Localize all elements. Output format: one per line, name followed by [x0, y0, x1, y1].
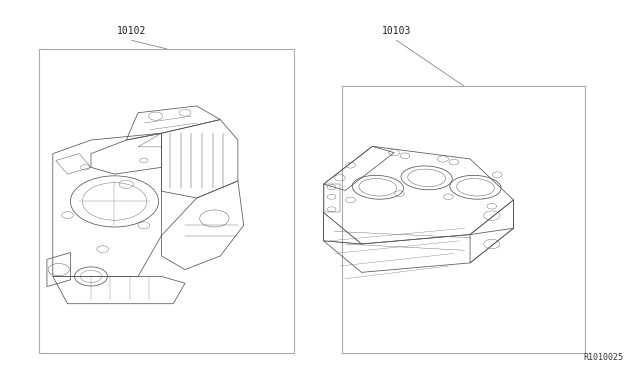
Text: 10103: 10103	[382, 26, 412, 36]
Text: 10102: 10102	[117, 26, 147, 36]
Bar	[342, 86, 585, 353]
Text: R1010025: R1010025	[583, 353, 623, 362]
Bar	[39, 49, 294, 353]
